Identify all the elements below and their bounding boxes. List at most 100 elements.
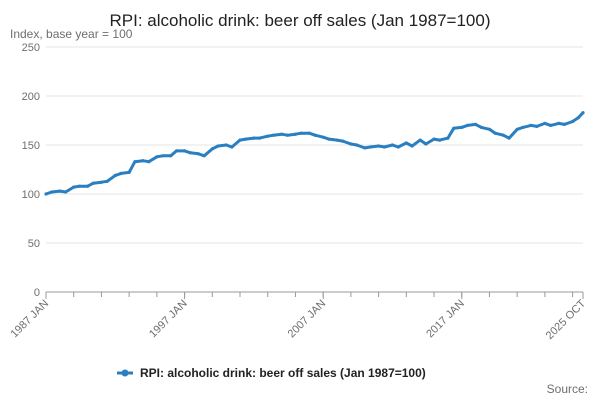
data-point[interactable] — [562, 122, 567, 126]
x-tick-label: 2025 OCT — [544, 297, 589, 342]
data-point[interactable] — [77, 184, 82, 188]
data-point[interactable] — [543, 121, 547, 125]
data-point[interactable] — [285, 133, 289, 137]
data-point[interactable] — [155, 155, 159, 159]
data-point[interactable] — [216, 144, 220, 148]
data-point[interactable] — [404, 141, 408, 145]
data-point[interactable] — [446, 136, 450, 140]
x-axis: 1987 JAN 1997 JAN 2007 JAN 2017 JAN 2025 OCT — [8, 291, 589, 342]
data-point[interactable] — [341, 139, 345, 143]
y-tick-label: 50 — [28, 238, 40, 250]
data-point[interactable] — [535, 124, 539, 128]
data-point[interactable] — [382, 145, 386, 149]
data-point[interactable] — [127, 170, 131, 174]
data-point[interactable] — [196, 152, 200, 156]
data-point[interactable] — [244, 137, 248, 141]
y-tick-label: 150 — [22, 140, 40, 152]
data-point[interactable] — [280, 132, 284, 136]
data-point[interactable] — [557, 121, 561, 125]
data-point[interactable] — [202, 154, 206, 158]
y-axis: 0 50 100 150 200 250 — [22, 42, 40, 299]
data-point[interactable] — [493, 131, 497, 135]
series-line[interactable] — [44, 111, 585, 196]
data-point[interactable] — [224, 143, 228, 147]
data-point[interactable] — [307, 131, 311, 135]
legend-dot-swatch — [121, 369, 129, 377]
legend-label: RPI: alcoholic drink: beer off sales (Ja… — [140, 366, 426, 380]
data-point[interactable] — [581, 111, 585, 115]
data-point[interactable] — [266, 134, 270, 138]
data-point[interactable] — [390, 143, 395, 147]
data-point[interactable] — [252, 136, 256, 140]
data-point[interactable] — [174, 149, 179, 153]
y-tick-label: 250 — [22, 42, 40, 54]
data-point[interactable] — [487, 127, 492, 131]
data-point[interactable] — [576, 116, 581, 120]
data-point[interactable] — [64, 190, 68, 194]
data-point[interactable] — [377, 144, 381, 148]
data-point[interactable] — [58, 189, 62, 193]
data-point[interactable] — [452, 126, 456, 130]
data-point[interactable] — [161, 154, 165, 158]
y-tick-label: 100 — [22, 189, 40, 201]
data-point[interactable] — [113, 173, 117, 177]
y-tick-label: 200 — [22, 91, 40, 103]
data-point[interactable] — [230, 145, 234, 149]
data-point[interactable] — [571, 119, 575, 124]
y-tick-label: 0 — [34, 287, 40, 299]
data-point[interactable] — [147, 160, 151, 164]
data-point[interactable] — [313, 133, 317, 137]
data-point[interactable] — [363, 146, 367, 150]
data-point[interactable] — [507, 136, 511, 140]
x-tick-label: 2017 JAN — [424, 298, 467, 341]
data-point[interactable] — [335, 138, 339, 142]
data-point[interactable] — [44, 192, 48, 196]
legend[interactable]: RPI: alcoholic drink: beer off sales (Ja… — [117, 366, 426, 380]
data-point[interactable] — [460, 125, 464, 129]
data-point[interactable] — [349, 142, 353, 146]
data-point[interactable] — [424, 142, 428, 146]
data-point[interactable] — [418, 138, 422, 142]
data-point[interactable] — [99, 180, 103, 184]
data-point[interactable] — [396, 145, 400, 149]
series-layer — [44, 111, 585, 196]
x-tick-label: 2007 JAN — [286, 298, 329, 341]
data-point[interactable] — [549, 123, 553, 127]
data-point[interactable] — [299, 131, 303, 135]
data-point[interactable] — [105, 179, 109, 183]
x-tick-label: 1987 JAN — [8, 298, 51, 341]
data-point[interactable] — [50, 190, 54, 194]
data-point[interactable] — [86, 184, 90, 188]
data-point[interactable] — [321, 135, 325, 139]
data-point[interactable] — [271, 133, 276, 137]
data-point[interactable] — [188, 151, 192, 155]
data-point[interactable] — [529, 123, 533, 127]
data-point[interactable] — [474, 122, 478, 126]
chart-title: RPI: alcoholic drink: beer off sales (Ja… — [110, 11, 491, 30]
data-point[interactable] — [210, 147, 214, 151]
data-point[interactable] — [368, 145, 373, 149]
data-point[interactable] — [465, 123, 470, 127]
data-point[interactable] — [410, 144, 414, 148]
data-point[interactable] — [72, 185, 76, 189]
grid — [46, 46, 583, 244]
data-point[interactable] — [479, 125, 483, 129]
data-point[interactable] — [293, 132, 297, 136]
x-tick-label: 1997 JAN — [147, 298, 190, 341]
data-point[interactable] — [501, 133, 505, 137]
data-point[interactable] — [521, 125, 525, 129]
data-point[interactable] — [355, 143, 359, 147]
data-point[interactable] — [258, 136, 262, 140]
data-point[interactable] — [327, 137, 331, 141]
data-point[interactable] — [515, 127, 519, 131]
data-point[interactable] — [141, 159, 145, 163]
data-point[interactable] — [91, 181, 95, 185]
data-point[interactable] — [119, 171, 123, 175]
data-point[interactable] — [432, 137, 436, 141]
data-point[interactable] — [438, 138, 442, 142]
data-point[interactable] — [133, 160, 137, 164]
data-point[interactable] — [183, 149, 187, 153]
data-point[interactable] — [238, 138, 242, 142]
data-point[interactable] — [169, 154, 173, 158]
